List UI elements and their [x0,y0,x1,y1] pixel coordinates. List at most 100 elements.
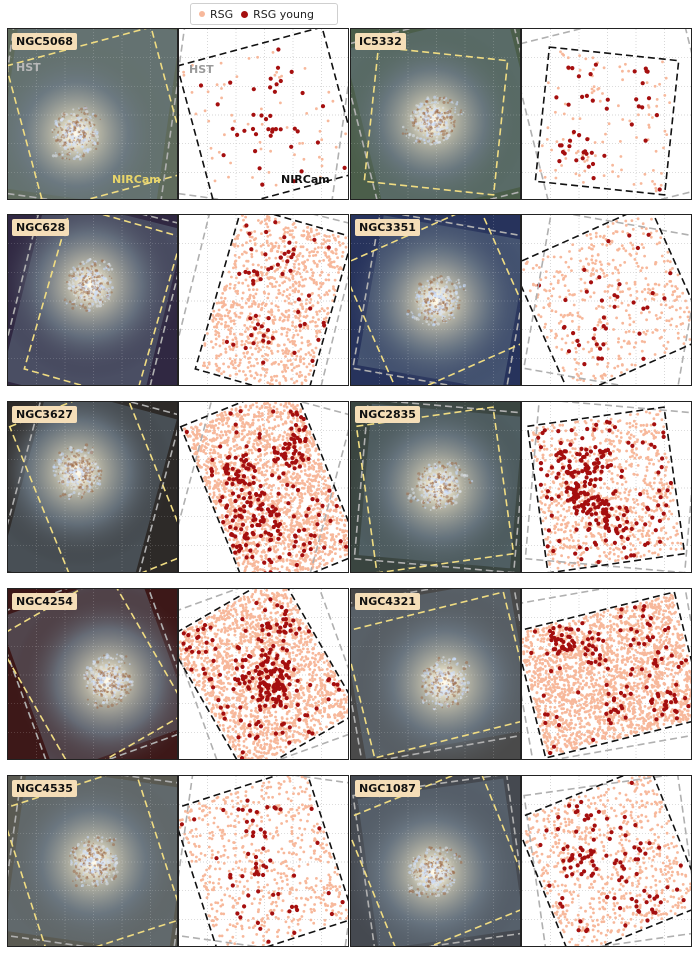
rsg-point [263,357,267,361]
rsg-point [285,513,288,516]
rsg-young-point [293,534,298,539]
rsg-point [227,489,231,493]
rsg-point [315,107,318,111]
rsg-young-point [649,442,654,447]
rsg-point [522,268,526,271]
rsg-point [668,268,672,272]
rsg-point [606,347,610,351]
galaxy-name-label: NGC2835 [355,406,420,423]
rsg-point [560,493,564,497]
rsg-point [271,383,274,385]
rsg-point [564,260,568,264]
rsg-point [621,508,624,512]
rsg-point [618,463,622,466]
rsg-point [283,343,286,347]
rsg-point [283,230,287,234]
rsg-point [241,541,245,544]
rsg-young-point [587,481,592,486]
rsg-point [266,353,270,357]
rsg-point [279,360,283,363]
rsg-point [267,256,271,260]
rsg-point [311,508,315,512]
rsg-point [528,289,532,293]
rsg-point [576,467,579,471]
rsg-point [575,548,579,551]
rsg-point [274,360,277,364]
rsg-point [574,368,578,371]
rsg-scatter-panel [521,28,692,200]
rsg-point [268,637,272,641]
rsg-point [570,512,573,515]
rsg-young-point [603,538,608,543]
rsg-point [683,335,686,339]
rsg-point [324,240,327,244]
rsg-point [220,484,224,487]
rsg-young-point [245,500,250,505]
rsg-young-point [260,502,265,507]
rsg-young-point [237,507,243,512]
rsg-point [232,319,236,323]
rsg-young-point [582,483,587,488]
rsg-point [647,123,651,127]
rsg-point [252,442,256,446]
rsg-point [266,296,270,300]
rsg-young-point [606,463,611,468]
rsg-point [281,352,285,355]
rsg-young-point [627,233,632,238]
rsg-point [253,230,257,233]
rsg-point [284,376,287,380]
rsg-point [277,308,280,312]
rsg-point [315,282,318,286]
rsg-point [624,62,627,66]
rsg-young-point [258,483,263,489]
rsg-point [246,515,249,519]
rsg-point [643,172,647,176]
rsg-point [312,351,316,355]
rsg-point [285,295,289,298]
rsg-point [644,511,648,515]
rsg-point [548,563,551,566]
rsg-point [283,495,287,499]
rsg-point [233,260,237,263]
rsg-young-point [344,544,348,549]
rsg-point [253,376,256,380]
rsg-point [602,272,606,275]
rsg-point [654,189,658,193]
rsg-point [332,538,336,541]
rsg-point [584,523,588,526]
rsg-point [559,255,563,259]
rsg-point [204,452,208,455]
rsg-point [295,517,299,520]
rsg-point [601,140,605,144]
rsg-young-point [273,459,278,464]
rsg-point [591,261,595,265]
rsg-point [274,183,278,187]
rsg-point [236,244,240,248]
rsg-point [268,524,271,528]
rsg-point [612,513,616,517]
rsg-point [249,520,252,524]
rsg-point [297,262,301,266]
rsg-young-point [271,509,276,514]
rsg-point [298,501,302,505]
rsg-point [675,325,678,328]
rsg-point [636,537,640,541]
rsg-young-point [575,451,580,457]
rsg-point [253,238,256,242]
rsg-young-point [591,336,596,341]
rsg-point [661,483,664,487]
rsg-point [624,330,628,334]
rsg-point [610,477,613,481]
rsg-point [338,528,342,532]
rsg-young-point [641,356,646,361]
rsg-point [272,557,276,561]
rsg-young-point [230,126,235,131]
rsg-point [560,164,563,167]
rsg-point [554,168,557,172]
rsg-point [576,561,580,564]
rsg-point [245,241,248,245]
rsg-young-point [611,491,616,496]
rsg-young-point [258,277,263,282]
rsg-point [299,547,303,550]
rsg-point [276,410,279,414]
